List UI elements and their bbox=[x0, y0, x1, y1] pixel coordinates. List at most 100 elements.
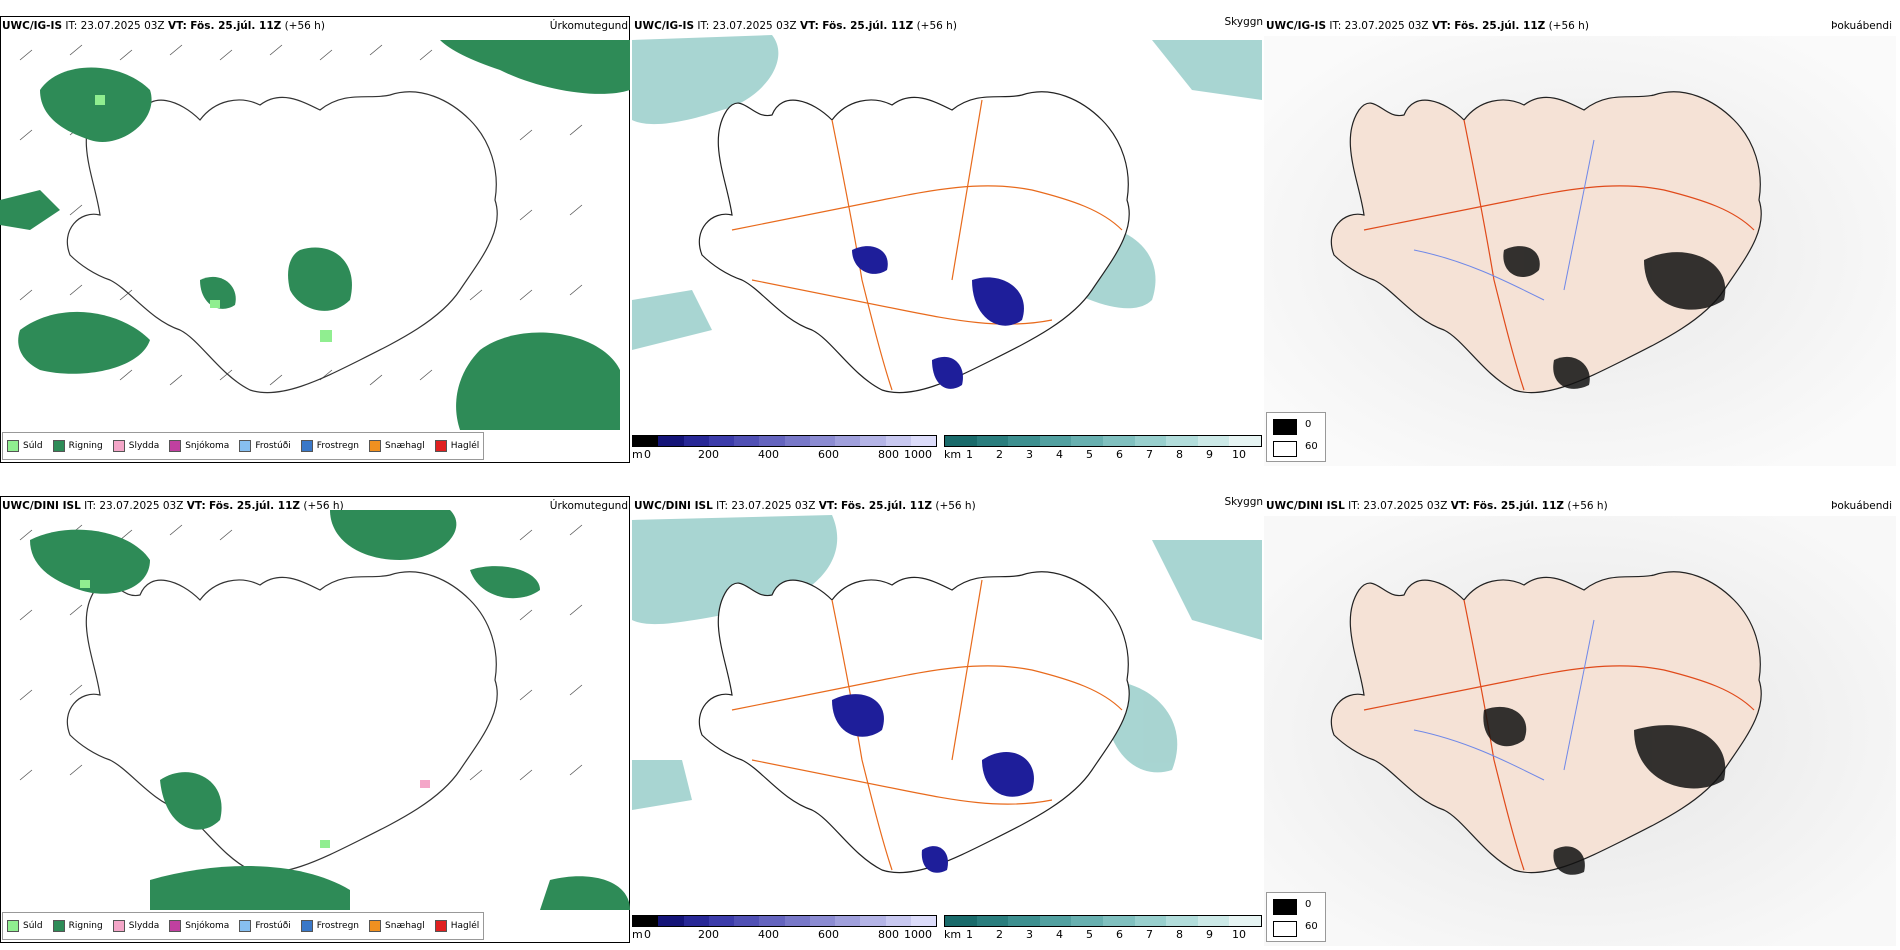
precip-map bbox=[19, 510, 630, 910]
legend-item: Súld bbox=[7, 920, 43, 932]
visibility-tick: 3 bbox=[1026, 928, 1033, 941]
legend-item: Haglél bbox=[434, 440, 479, 452]
visibility-tick: 1 bbox=[966, 448, 973, 461]
visibility-tick: 10 bbox=[1232, 928, 1246, 941]
panel-title: Þokuábendi bbox=[1831, 20, 1892, 32]
panel-header: UWC/DINI ISL IT: 23.07.2025 03Z VT: Fös.… bbox=[1266, 500, 1608, 512]
fog-legend: 0 60 bbox=[1266, 412, 1326, 462]
visibility-tick: 2 bbox=[996, 928, 1003, 941]
visibility-tick: 9 bbox=[1206, 448, 1213, 461]
panel-header: UWC/IG-IS IT: 23.07.2025 03Z VT: Fös. 25… bbox=[634, 20, 957, 32]
cloud-base-tick: 600 bbox=[818, 928, 839, 941]
panel-title: Skyggni bbox=[1224, 16, 1265, 28]
visibility-colorbar bbox=[944, 435, 1262, 447]
visibility-tick: 6 bbox=[1116, 448, 1123, 461]
cloud-map bbox=[632, 515, 1262, 874]
legend-item: Rigning bbox=[52, 920, 103, 932]
fog-areas bbox=[1503, 246, 1726, 389]
legend-item: Snjókoma bbox=[169, 920, 229, 932]
wind-barbs bbox=[19, 524, 583, 781]
visibility-tick: 2 bbox=[996, 448, 1003, 461]
roads-rivers bbox=[1363, 599, 1755, 871]
panel-title: Skyggni bbox=[1224, 496, 1265, 508]
rain-areas bbox=[30, 510, 630, 910]
cloud-visibility-panel: UWC/IG-IS IT: 23.07.2025 03Z VT: Fös. 25… bbox=[632, 0, 1264, 470]
visibility-tick: 5 bbox=[1086, 928, 1093, 941]
legend-item: Snjókoma bbox=[169, 440, 229, 452]
cloud-base-tick: 400 bbox=[758, 448, 779, 461]
legend-item: Haglél bbox=[434, 920, 479, 932]
forecast-row-ig-is: UWC/IG-IS IT: 23.07.2025 03Z VT: Fös. 25… bbox=[0, 0, 1900, 470]
fog-index-panel: UWC/DINI ISL IT: 23.07.2025 03Z VT: Fös.… bbox=[1264, 480, 1896, 950]
road-network bbox=[731, 579, 1123, 871]
visibility-tick: 10 bbox=[1232, 448, 1246, 461]
low-cloud-areas bbox=[852, 246, 1024, 389]
cloud-base-unit: m bbox=[632, 928, 643, 941]
cloud-base-colorbar bbox=[632, 915, 937, 927]
cloud-base-tick: 200 bbox=[698, 928, 719, 941]
cloud-base-tick: 200 bbox=[698, 448, 719, 461]
cloud-base-tick: 400 bbox=[758, 928, 779, 941]
visibility-tick: 5 bbox=[1086, 448, 1093, 461]
fog-index-panel: UWC/IG-IS IT: 23.07.2025 03Z VT: Fös. 25… bbox=[1264, 0, 1896, 470]
legend-item: Frostúði bbox=[239, 920, 291, 932]
precip-type-panel: UWC/DINI ISL IT: 23.07.2025 03Z VT: Fös.… bbox=[0, 480, 632, 950]
panel-header: UWC/DINI ISL IT: 23.07.2025 03Z VT: Fös.… bbox=[2, 500, 344, 512]
visibility-tick: 9 bbox=[1206, 928, 1213, 941]
panel-frame bbox=[0, 496, 630, 943]
cloud-visibility-panel: UWC/DINI ISL IT: 23.07.2025 03Z VT: Fös.… bbox=[632, 480, 1264, 950]
precip-map bbox=[0, 40, 630, 430]
legend-item: Rigning bbox=[52, 440, 103, 452]
precip-legend: Súld Rigning Slydda Snjókoma Frostúði Fr… bbox=[2, 912, 485, 940]
legend-item: Frostregn bbox=[300, 440, 359, 452]
precip-type-panel: UWC/IG-IS IT: 23.07.2025 03Z VT: Fös. 25… bbox=[0, 0, 632, 470]
cloud-map bbox=[632, 35, 1262, 394]
roads-rivers bbox=[1363, 119, 1755, 391]
visibility-unit: km bbox=[944, 928, 962, 941]
legend-item: Súld bbox=[7, 440, 43, 452]
iceland-outline bbox=[698, 571, 1130, 874]
cloud-base-tick: 0 bbox=[644, 448, 651, 461]
legend-item: Slydda bbox=[112, 440, 159, 452]
cloud-base-unit: m bbox=[632, 448, 643, 461]
fog-map bbox=[1264, 36, 1896, 466]
legend-item: Frostúði bbox=[239, 440, 291, 452]
panel-title: Úrkomutegund bbox=[549, 500, 628, 512]
iceland-land bbox=[1330, 91, 1762, 394]
cloud-base-tick: 1000 bbox=[904, 928, 932, 941]
cloud-base-tick: 0 bbox=[644, 928, 651, 941]
visibility-tick: 4 bbox=[1056, 928, 1063, 941]
cloud-base-tick: 600 bbox=[818, 448, 839, 461]
visibility-tick: 6 bbox=[1116, 928, 1123, 941]
visibility-tick: 1 bbox=[966, 928, 973, 941]
fog-map bbox=[1264, 516, 1896, 946]
cloud-base-tick: 800 bbox=[878, 448, 899, 461]
panel-frame bbox=[0, 16, 630, 463]
fog-legend: 0 60 bbox=[1266, 892, 1326, 942]
rain-areas bbox=[0, 40, 630, 430]
cloud-base-tick: 800 bbox=[878, 928, 899, 941]
low-cloud-areas bbox=[832, 694, 1034, 873]
panel-header: UWC/IG-IS IT: 23.07.2025 03Z VT: Fös. 25… bbox=[1266, 20, 1589, 32]
road-network bbox=[731, 99, 1123, 391]
panel-header: UWC/DINI ISL IT: 23.07.2025 03Z VT: Fös.… bbox=[634, 500, 976, 512]
visibility-tick: 3 bbox=[1026, 448, 1033, 461]
visibility-tick: 8 bbox=[1176, 928, 1183, 941]
iceland-land bbox=[1330, 571, 1762, 874]
legend-item: Frostregn bbox=[300, 920, 359, 932]
panel-title: Þokuábendi bbox=[1831, 500, 1892, 512]
fog-areas bbox=[1483, 706, 1726, 875]
visibility-colorbar bbox=[944, 915, 1262, 927]
cloud-base-tick: 1000 bbox=[904, 448, 932, 461]
cloud-base-colorbar bbox=[632, 435, 937, 447]
iceland-outline bbox=[698, 91, 1130, 394]
legend-item: Snæhagl bbox=[369, 920, 425, 932]
panel-title: Úrkomutegund bbox=[549, 20, 628, 32]
iceland-outline bbox=[66, 571, 498, 874]
panel-header: UWC/IG-IS IT: 23.07.2025 03Z VT: Fös. 25… bbox=[2, 20, 325, 32]
visibility-tick: 7 bbox=[1146, 448, 1153, 461]
sleet-areas bbox=[420, 780, 430, 788]
legend-item: Snæhagl bbox=[369, 440, 425, 452]
visibility-unit: km bbox=[944, 448, 962, 461]
precip-legend: Súld Rigning Slydda Snjókoma Frostúði Fr… bbox=[2, 432, 485, 460]
